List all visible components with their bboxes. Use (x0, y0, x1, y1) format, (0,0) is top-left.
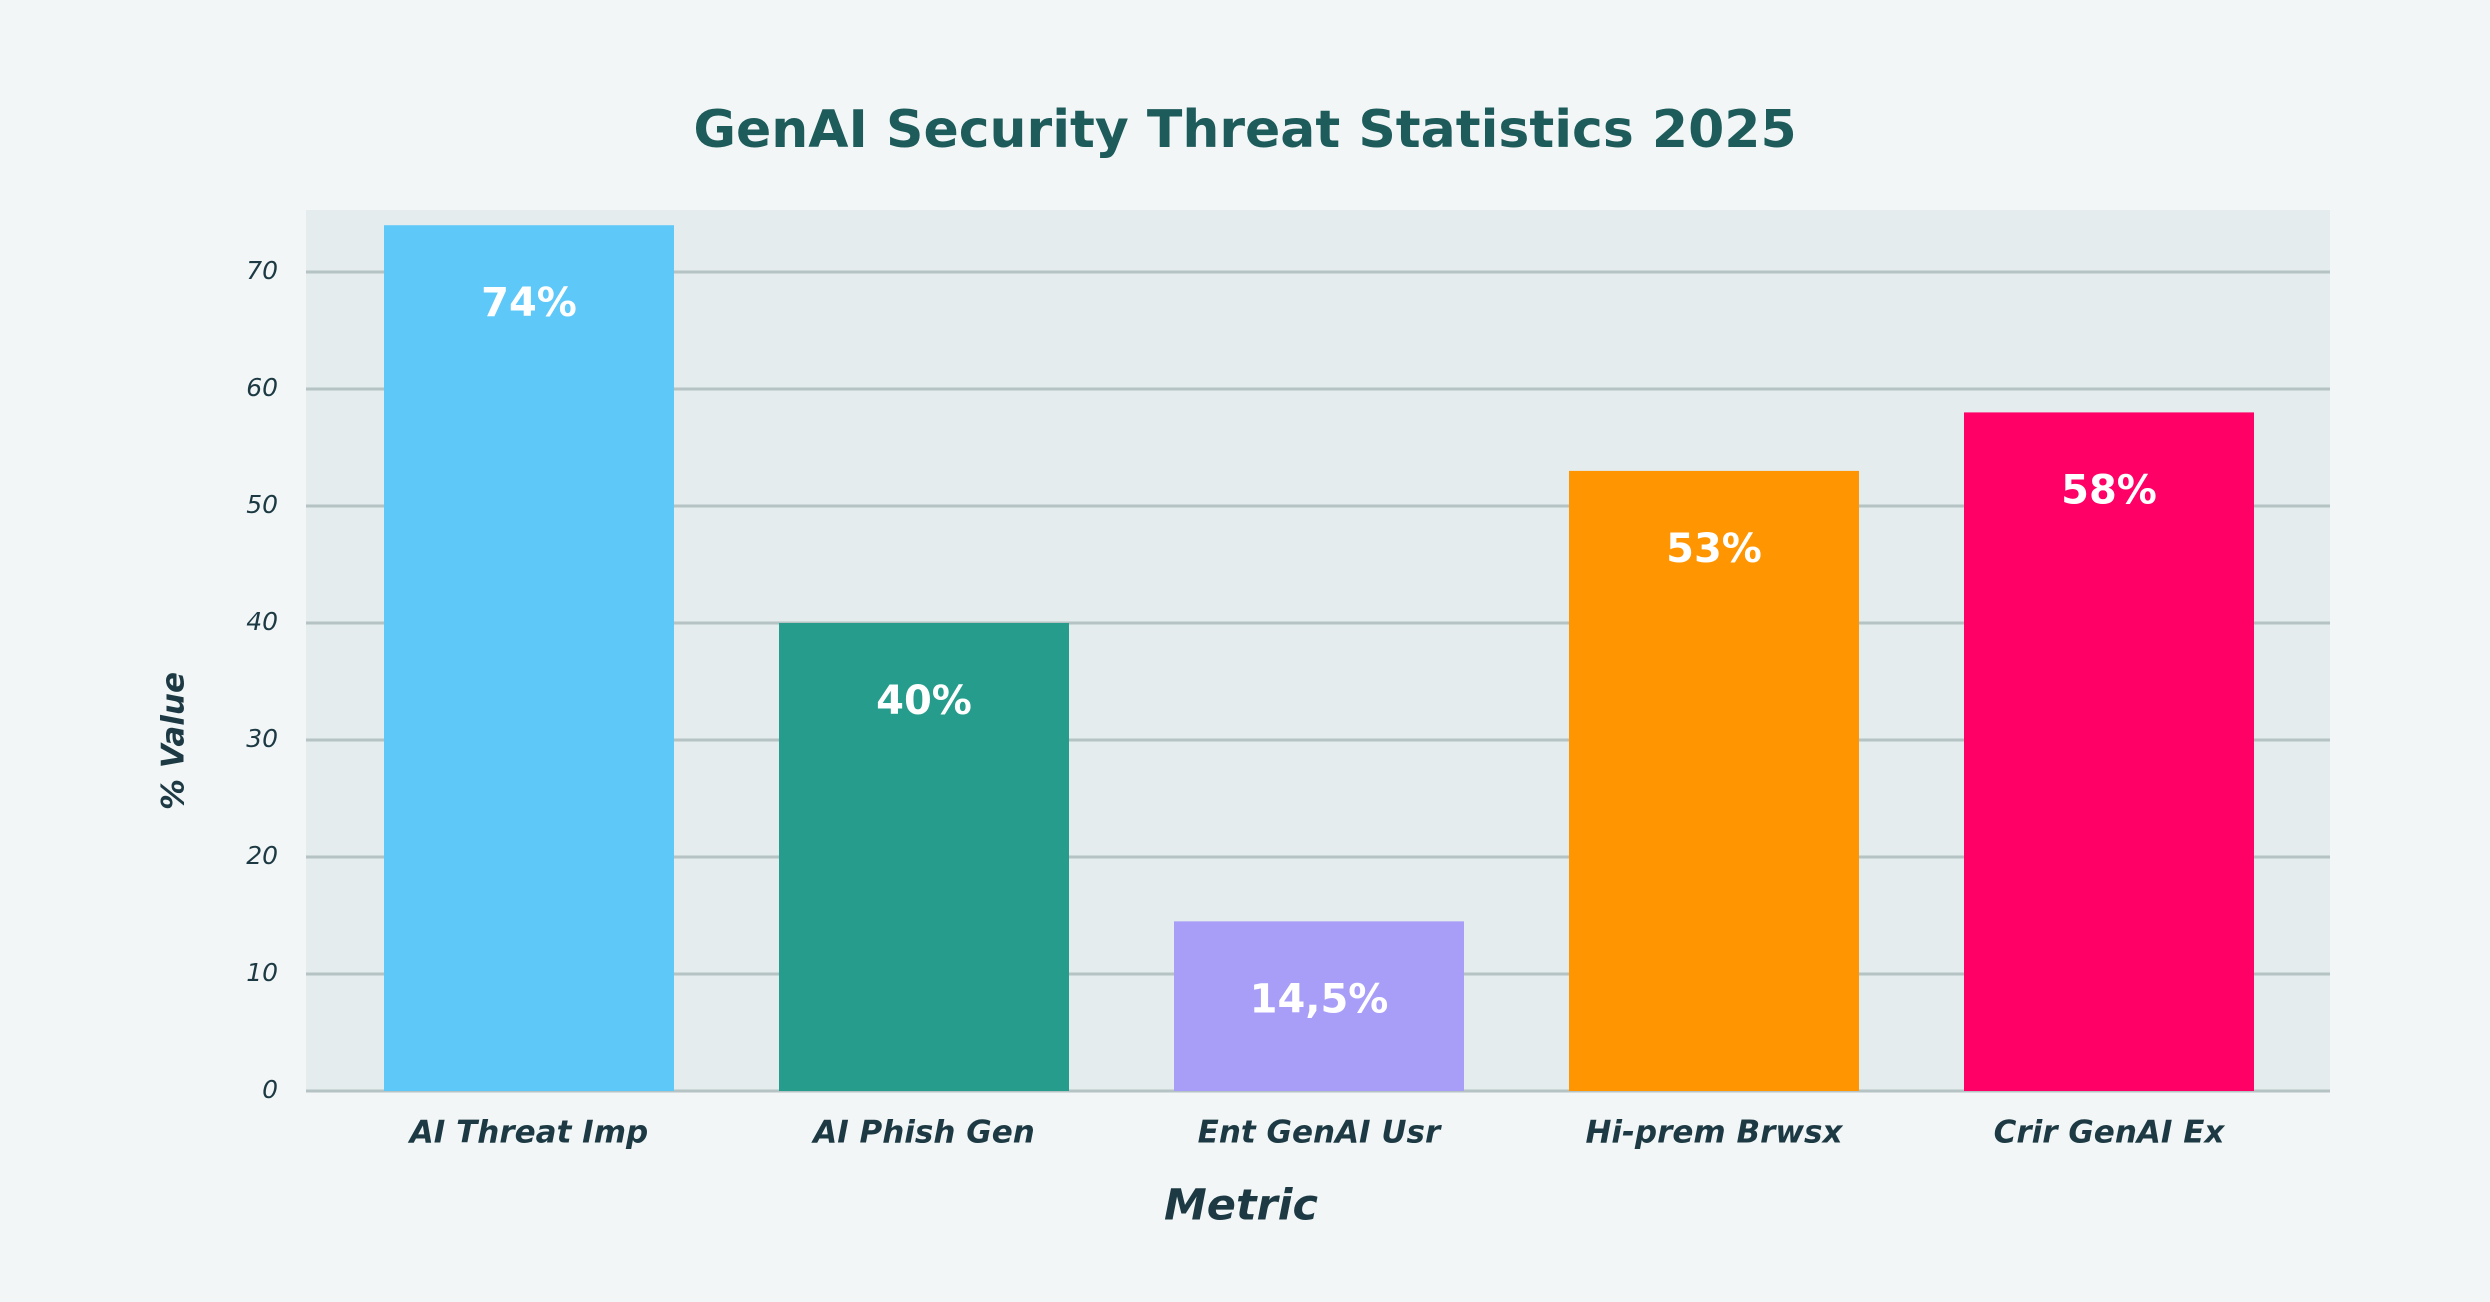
x-tick-label: AI Threat Imp (407, 1115, 648, 1151)
y-tick-label: 40 (246, 607, 278, 636)
value-label: 40% (876, 678, 972, 724)
x-tick-label: Crir GenAI Ex (1994, 1115, 2226, 1151)
y-tick-label: 50 (246, 490, 278, 519)
y-tick-label: 20 (246, 841, 278, 870)
y-tick-label: 70 (246, 256, 278, 285)
bar (1174, 921, 1464, 1091)
value-label: 14,5% (1250, 976, 1389, 1022)
x-tick-label: Hi-prem Brwsx (1585, 1115, 1843, 1151)
y-tick-label: 30 (246, 724, 278, 753)
y-tick-label: 60 (246, 373, 278, 402)
value-label: 74% (481, 280, 577, 326)
bar (779, 623, 1069, 1091)
chart-title: GenAI Security Threat Statistics 2025 (693, 100, 1796, 160)
x-axis-label: Metric (1164, 1181, 1318, 1231)
value-label: 53% (1666, 526, 1762, 572)
value-label: 58% (2061, 467, 2157, 513)
y-tick-label: 10 (246, 958, 278, 987)
bar (1964, 412, 2254, 1091)
y-axis-label: % Value (156, 672, 192, 810)
bar (1569, 470, 1859, 1091)
y-tick-label: 0 (262, 1075, 278, 1104)
x-tick-label: Ent GenAI Usr (1198, 1115, 1442, 1151)
x-tick-label: AI Phish Gen (810, 1115, 1035, 1151)
bar (384, 225, 674, 1091)
